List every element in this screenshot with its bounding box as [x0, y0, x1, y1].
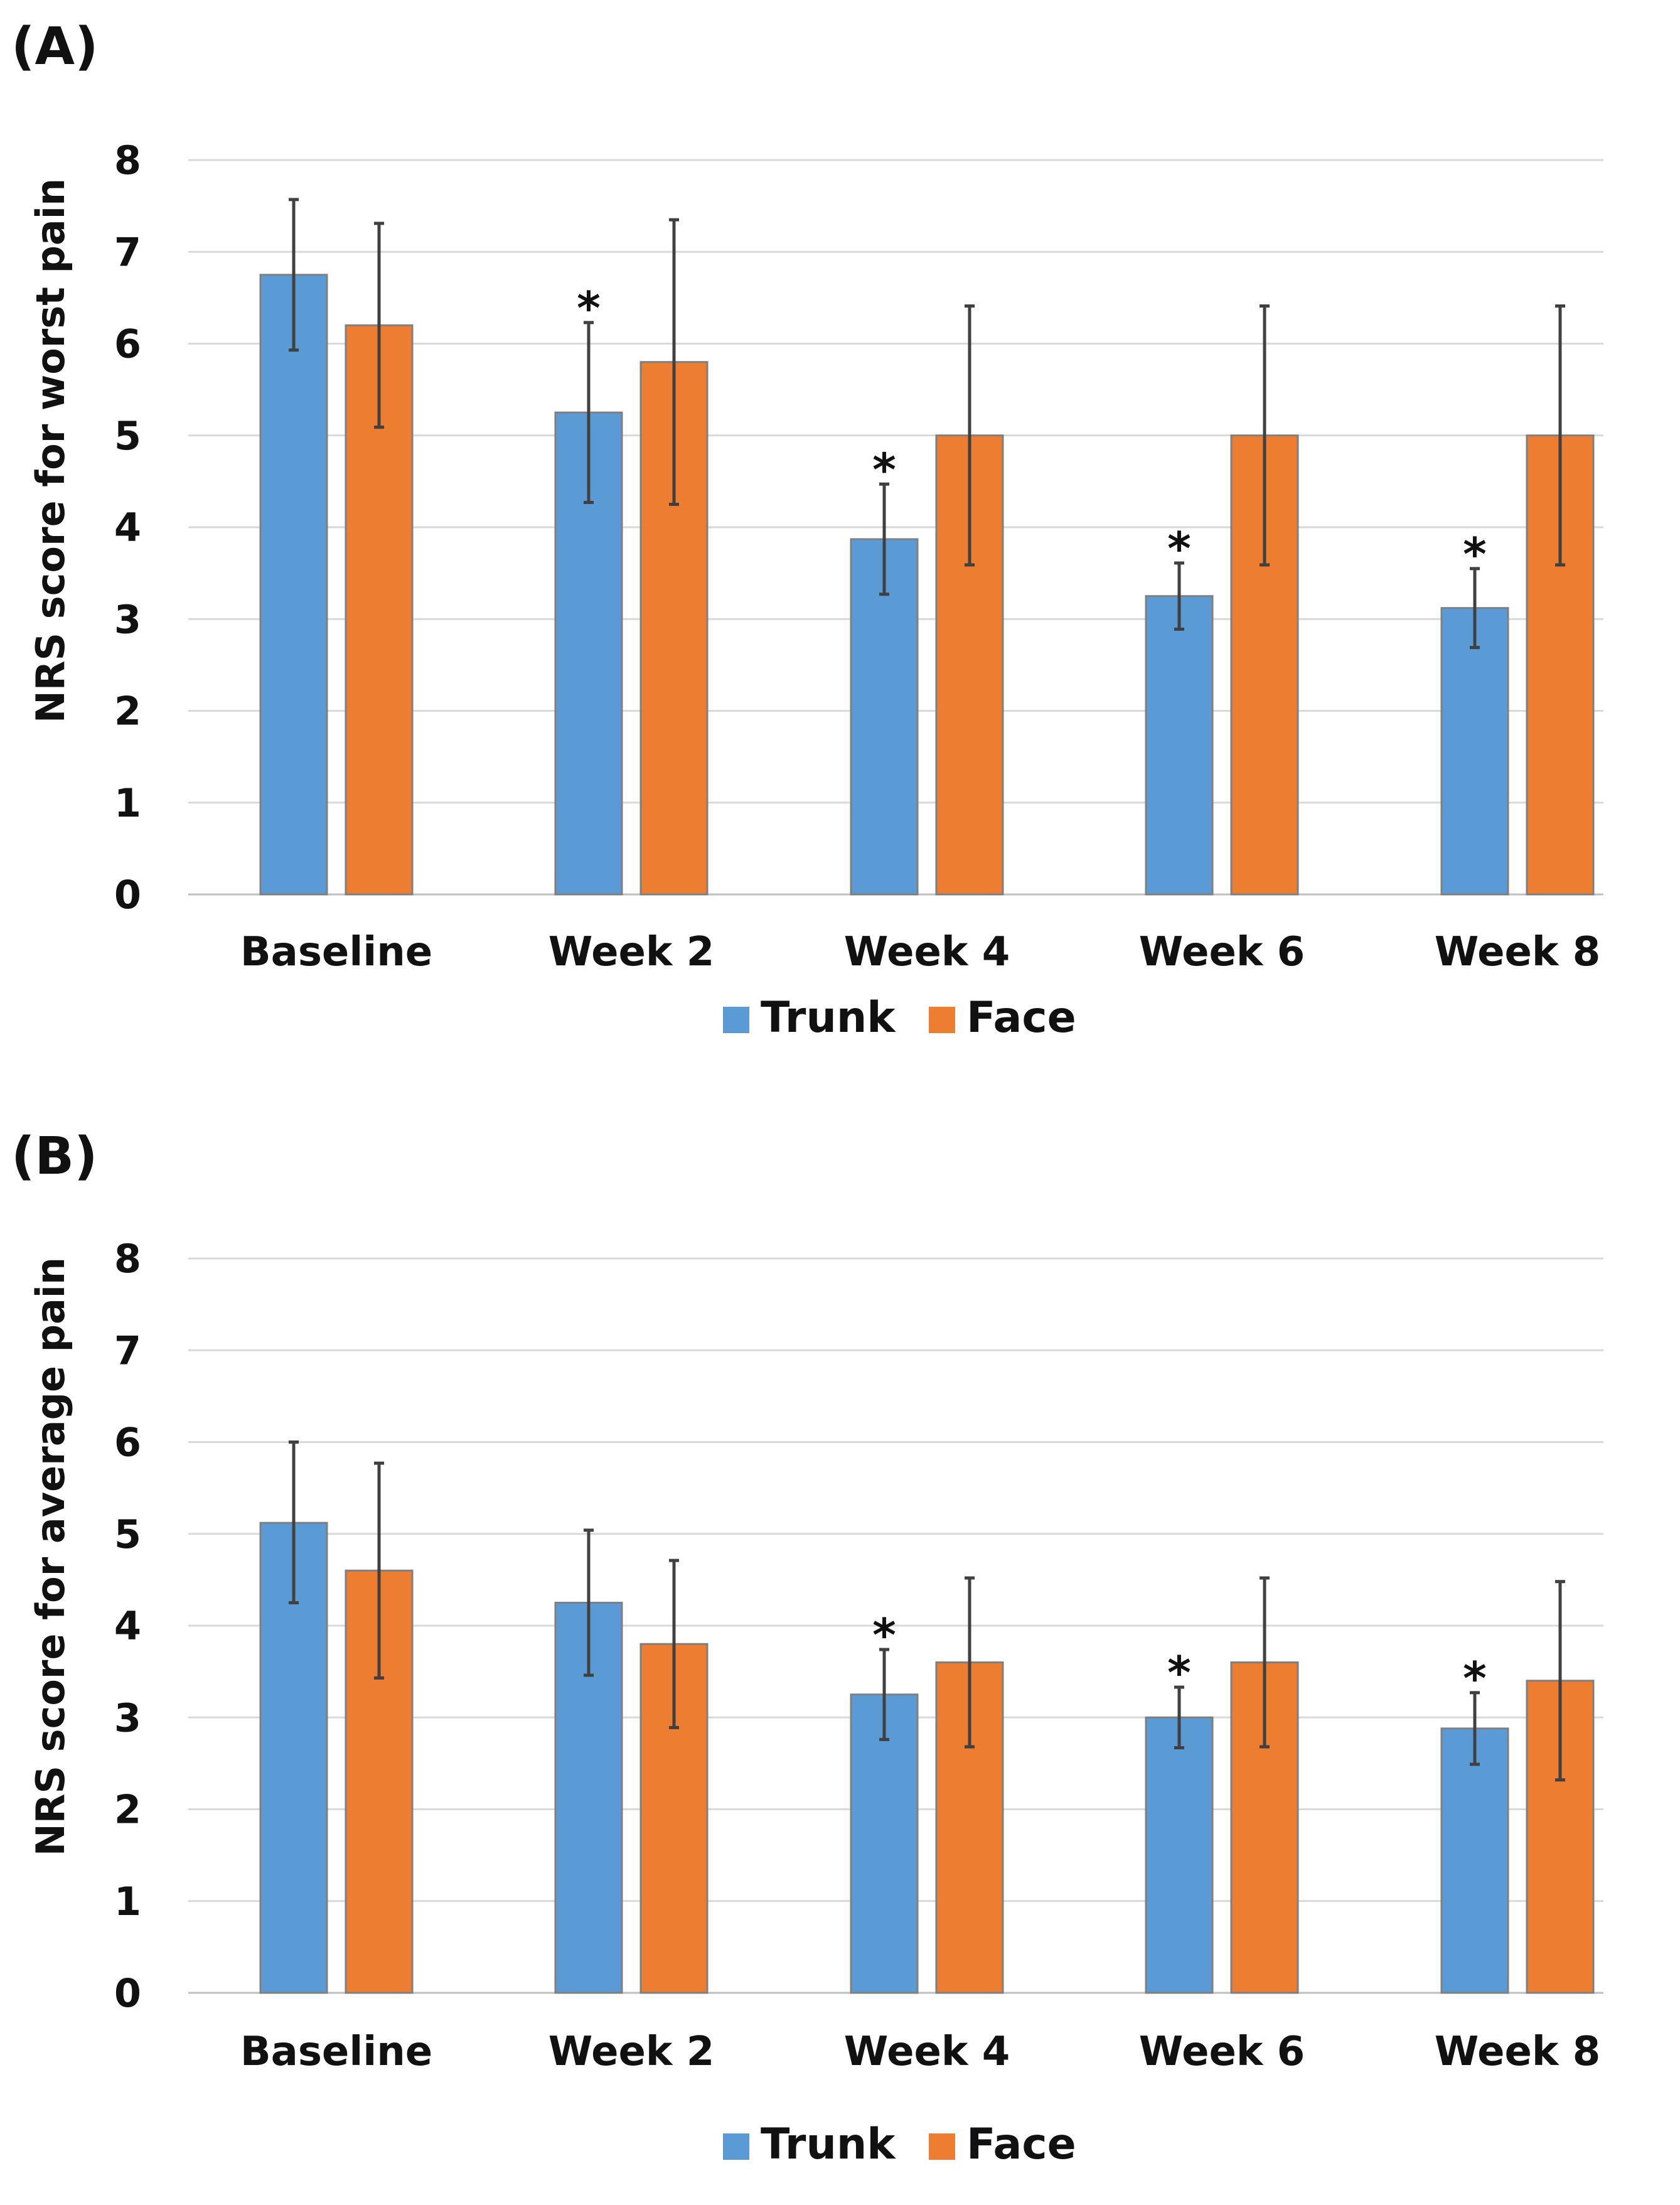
- legend-swatch-face: [929, 1007, 955, 1033]
- error-bar-trunk: [1174, 561, 1184, 631]
- x-tick-label: Week 8: [1435, 2029, 1601, 2075]
- legend-label-trunk: Trunk: [761, 993, 896, 1043]
- significance-asterisk: *: [1463, 1652, 1487, 1705]
- error-bar-face: [669, 218, 679, 506]
- error-bar-trunk: [879, 482, 889, 596]
- x-tick-label: Week 2: [548, 929, 715, 975]
- error-bar-trunk: [289, 198, 299, 352]
- x-tick-label: Week 6: [1139, 929, 1305, 975]
- bar-trunk: [1440, 607, 1509, 896]
- error-bar-trunk: [584, 321, 594, 505]
- significance-asterisk: *: [1167, 1646, 1191, 1699]
- y-tick-label: 3: [114, 596, 141, 642]
- x-tick-label: Week 2: [548, 2029, 715, 2075]
- significance-asterisk: *: [872, 443, 896, 496]
- x-tick-label: Week 6: [1139, 2029, 1305, 2075]
- error-bar-trunk: [584, 1528, 594, 1677]
- x-tick-label: Week 4: [844, 929, 1010, 975]
- error-bar-trunk: [1174, 1685, 1184, 1750]
- panel-b: (B) NRS score for average pain 0 1 2 3 4 5 6 7 8…: [11, 1127, 1603, 2169]
- y-tick-label: 6: [114, 321, 141, 367]
- error-bar-face: [374, 1461, 384, 1680]
- significance-asterisk: *: [1167, 522, 1191, 575]
- bar-trunk: [1145, 1716, 1214, 1994]
- error-bar-face: [374, 222, 384, 429]
- panel-a: (A) NRS score for worst pain 0 1 2 3 4 5 6 7 8 *…: [11, 17, 1603, 1043]
- bar-trunk: [850, 1693, 919, 1994]
- error-bar-face: [1555, 304, 1565, 567]
- error-bar-face: [1260, 304, 1270, 567]
- legend-swatch-face: [929, 2133, 955, 2160]
- significance-asterisk: *: [872, 1609, 896, 1661]
- x-tick-label: Baseline: [240, 929, 432, 975]
- y-tick-label: 2: [114, 1787, 141, 1833]
- x-tick-label: Baseline: [240, 2029, 432, 2075]
- y-tick-label: 7: [114, 1328, 141, 1373]
- legend: Trunk Face: [723, 993, 1076, 1043]
- error-bar-trunk: [879, 1648, 889, 1741]
- y-tick-label: 2: [114, 689, 141, 734]
- error-bar-trunk: [289, 1440, 299, 1604]
- y-tick-label: 4: [114, 505, 141, 550]
- y-tick-label: 8: [114, 1236, 141, 1282]
- bar-trunk: [1145, 595, 1214, 896]
- error-bar-face: [965, 304, 975, 567]
- legend-label-face: Face: [966, 2120, 1076, 2169]
- panel-label: (B): [11, 1127, 97, 1186]
- bar-trunk: [259, 274, 328, 896]
- significance-asterisk: *: [1463, 528, 1487, 581]
- y-axis-label: NRS score for worst pain: [28, 178, 73, 723]
- legend-label-face: Face: [966, 993, 1076, 1043]
- y-tick-label: 8: [114, 137, 141, 183]
- legend: Trunk Face: [723, 2120, 1076, 2169]
- y-tick-label: 5: [114, 413, 141, 459]
- error-bar-face: [669, 1559, 679, 1729]
- bar-face: [345, 1569, 414, 1994]
- y-tick-label: 1: [114, 1879, 141, 1924]
- y-tick-label: 3: [114, 1695, 141, 1741]
- x-tick-label: Week 8: [1435, 929, 1601, 975]
- y-axis-label: NRS score for average pain: [28, 1257, 73, 1856]
- y-tick-label: 5: [114, 1511, 141, 1557]
- legend-label-trunk: Trunk: [761, 2120, 896, 2169]
- panel-label: (A): [11, 17, 98, 77]
- y-tick-label: 4: [114, 1603, 141, 1649]
- y-tick-label: 7: [114, 229, 141, 275]
- error-bar-face: [1555, 1580, 1565, 1782]
- y-tick-label: 1: [114, 780, 141, 826]
- bar-trunk: [1440, 1727, 1509, 1994]
- x-tick-label: Week 4: [844, 2029, 1010, 2075]
- significance-asterisk: *: [577, 282, 601, 335]
- error-bar-face: [965, 1576, 975, 1749]
- error-bar-trunk: [1470, 567, 1480, 650]
- y-tick-label: 6: [114, 1420, 141, 1466]
- y-tick-label: 0: [114, 1970, 141, 2016]
- legend-swatch-trunk: [723, 1007, 749, 1033]
- y-tick-label: 0: [114, 872, 141, 918]
- error-bar-face: [1260, 1576, 1270, 1749]
- bar-trunk: [850, 538, 919, 896]
- error-bar-trunk: [1470, 1691, 1480, 1766]
- legend-swatch-trunk: [723, 2133, 749, 2160]
